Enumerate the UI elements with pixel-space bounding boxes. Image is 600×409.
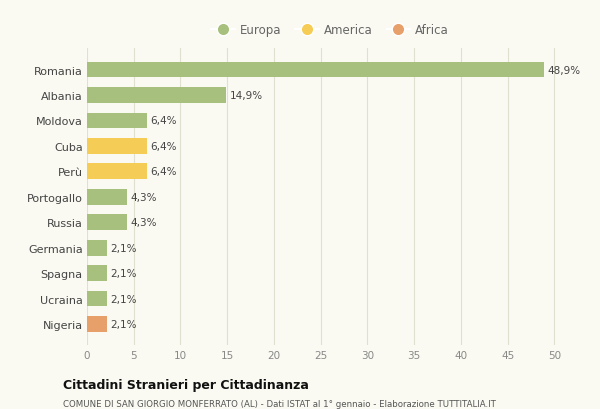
Bar (87, 63, 544, 78)
Text: 4,3%: 4,3% (131, 218, 157, 228)
Bar (87, 88, 226, 103)
Bar (87, 215, 127, 231)
Text: 4,3%: 4,3% (131, 192, 157, 202)
Legend: Europa, America, Africa: Europa, America, Africa (206, 19, 454, 42)
Text: 48,9%: 48,9% (548, 65, 581, 75)
Bar (87, 265, 107, 281)
Text: 6,4%: 6,4% (151, 116, 177, 126)
Bar (87, 113, 147, 129)
Bar (87, 189, 127, 205)
Text: 6,4%: 6,4% (151, 167, 177, 177)
Bar (87, 317, 107, 332)
Bar (87, 240, 107, 256)
Bar (87, 139, 147, 155)
Bar (87, 164, 147, 180)
Text: 6,4%: 6,4% (151, 142, 177, 152)
Bar (87, 291, 107, 307)
Text: 2,1%: 2,1% (110, 268, 137, 279)
Text: Cittadini Stranieri per Cittadinanza: Cittadini Stranieri per Cittadinanza (63, 378, 309, 391)
Text: 2,1%: 2,1% (110, 294, 137, 304)
Text: 2,1%: 2,1% (110, 319, 137, 329)
Text: 2,1%: 2,1% (110, 243, 137, 253)
Text: 14,9%: 14,9% (230, 91, 263, 101)
Text: COMUNE DI SAN GIORGIO MONFERRATO (AL) - Dati ISTAT al 1° gennaio - Elaborazione : COMUNE DI SAN GIORGIO MONFERRATO (AL) - … (63, 399, 496, 408)
